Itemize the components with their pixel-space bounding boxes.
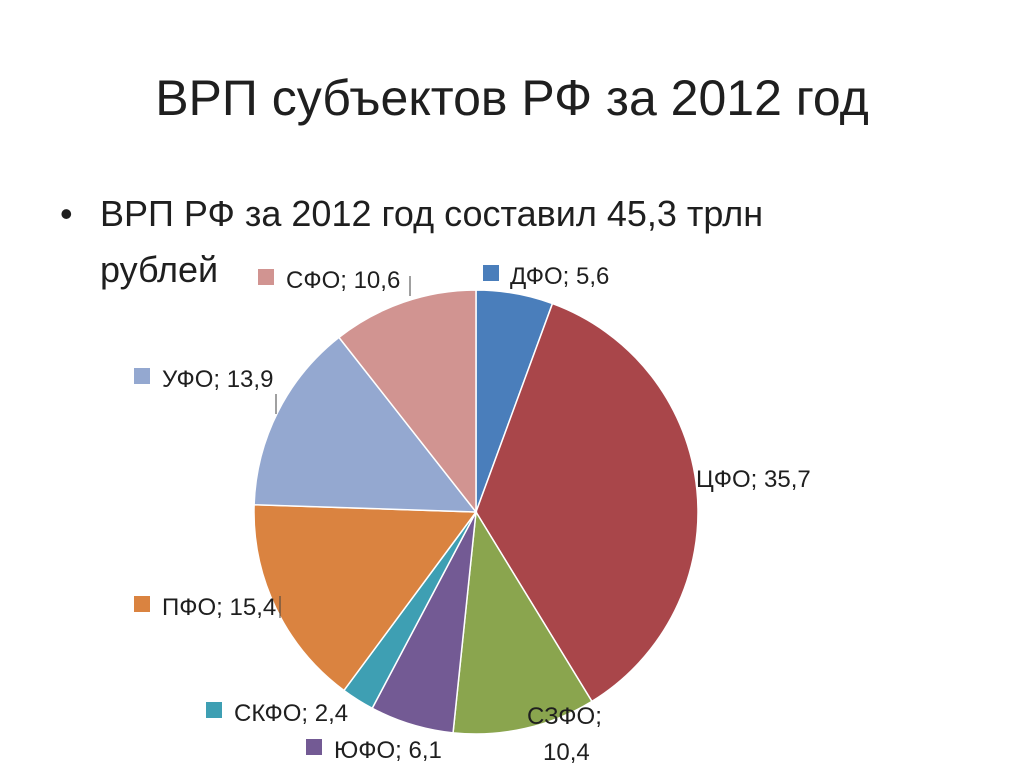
bullet-text: ВРП РФ за 2012 год составил 45,3 трлн ру… bbox=[100, 193, 764, 290]
pie-slice-ПФО bbox=[253, 503, 478, 692]
pie-slice-СЗФО bbox=[452, 509, 593, 735]
pie-label-key-СФО bbox=[258, 269, 274, 285]
pie-slices bbox=[253, 289, 699, 735]
pie-label-СКФО: СКФО; 2,4 bbox=[234, 700, 348, 727]
bullet-marker: • bbox=[60, 193, 73, 234]
pie-label-ДФО: ДФО; 5,6 bbox=[510, 263, 609, 290]
pie-label-ПФО: ПФО; 15,4 bbox=[162, 594, 276, 621]
pie-slice-УФО bbox=[253, 336, 478, 513]
pie-slice-СФО bbox=[337, 289, 477, 515]
pie-label-СФО: СФО; 10,6 bbox=[286, 267, 400, 294]
pie-label-key-ЮФО bbox=[306, 739, 322, 755]
pie-label-key-УФО bbox=[134, 368, 150, 384]
pie-label-key-СКФО bbox=[206, 702, 222, 718]
slide-title: ВРП субъектов РФ за 2012 год bbox=[155, 70, 869, 126]
pie-label-ЮФО: ЮФО; 6,1 bbox=[334, 737, 442, 764]
pie-label-key-ПФО bbox=[134, 596, 150, 612]
pie-labels: ДФО; 5,6 ЦФО; 35,7 СЗФО; 10,4 ЮФО; 6,1 СКФО; … bbox=[134, 263, 811, 766]
pie-leader-lines bbox=[275, 276, 411, 618]
pie-label-СЗФО: СЗФО; 10,4 bbox=[527, 703, 602, 766]
pie-label-УФО: УФО; 13,9 bbox=[162, 366, 273, 393]
pie-label-key-ДФО bbox=[483, 265, 499, 281]
pie-label-ЦФО: ЦФО; 35,7 bbox=[696, 466, 811, 493]
